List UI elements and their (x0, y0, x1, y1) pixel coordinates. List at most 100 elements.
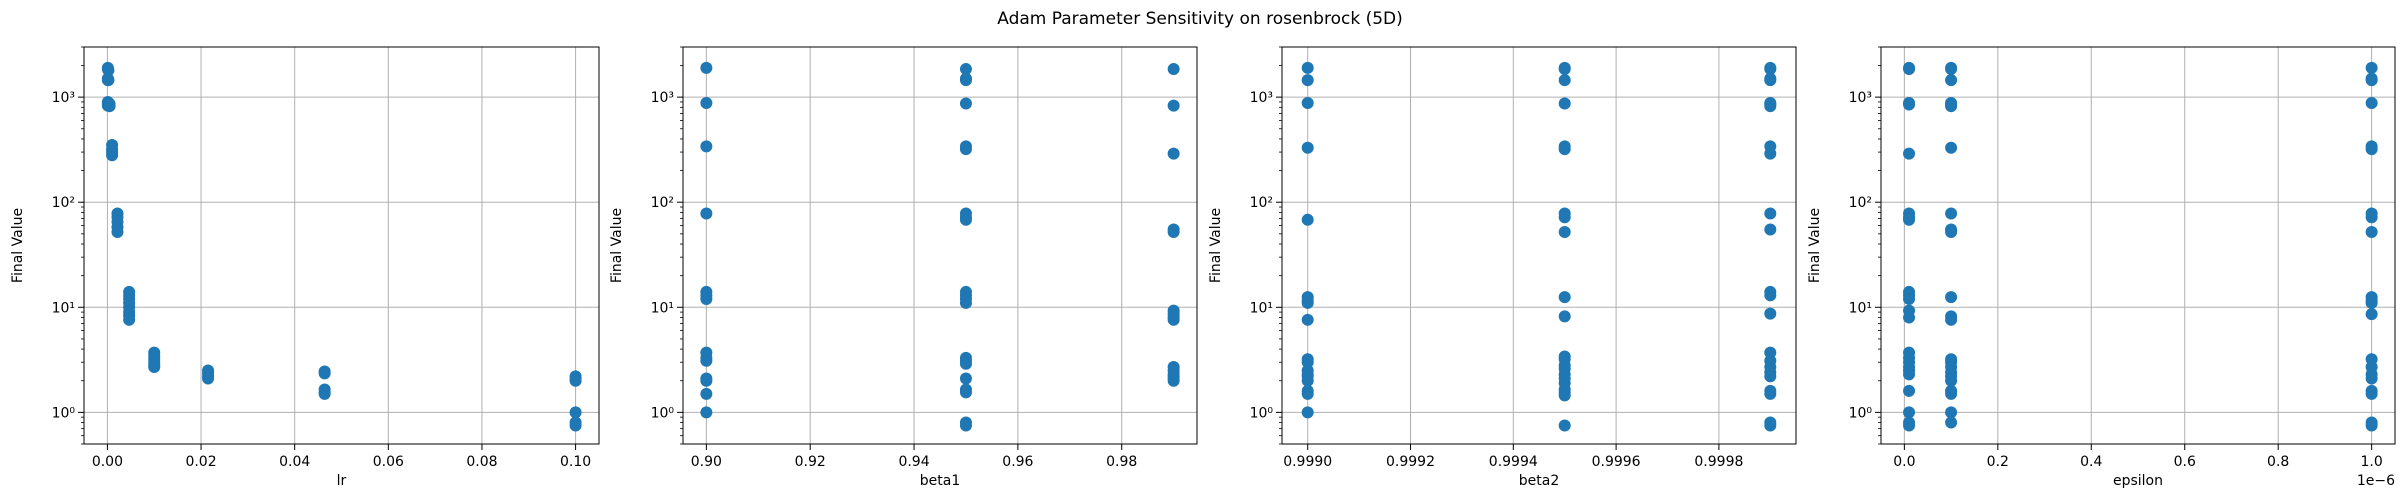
data-point (959, 296, 972, 309)
data-point (103, 100, 116, 113)
y-tick-label: 10⁰ (1250, 405, 1274, 421)
y-axis-label: Final Value (609, 208, 625, 283)
data-point (2365, 143, 2378, 156)
data-point (1903, 311, 1916, 324)
data-point (1945, 291, 1958, 304)
figure-title: Adam Parameter Sensitivity on rosenbrock… (997, 9, 1403, 29)
data-point (1903, 292, 1916, 305)
data-point (1167, 99, 1180, 112)
data-point (2365, 226, 2378, 239)
data-point (1945, 416, 1958, 429)
x-tick-label: 0.4 (2080, 454, 2102, 470)
x-tick-label: 0.98 (1106, 454, 1137, 470)
x-offset-label: 1e−6 (2357, 473, 2395, 489)
data-point (1301, 313, 1314, 326)
y-axis-label: Final Value (1208, 208, 1224, 283)
data-point (1167, 313, 1180, 326)
data-point (1764, 419, 1777, 432)
data-point (700, 374, 713, 387)
data-point (1301, 387, 1314, 400)
data-point (1945, 226, 1958, 239)
data-point (318, 387, 331, 400)
x-tick-label: 0.96 (1002, 454, 1033, 470)
x-tick-label: 0.2 (1987, 454, 2009, 470)
x-tick-label: 0.9998 (1694, 454, 1743, 470)
x-tick-label: 0.90 (691, 454, 722, 470)
y-tick-label: 10¹ (52, 300, 75, 316)
data-point (1167, 374, 1180, 387)
y-tick-label: 10³ (1849, 90, 1872, 106)
data-point (1558, 389, 1571, 402)
data-point (1558, 310, 1571, 323)
axes-frame (682, 46, 1198, 445)
data-point (959, 357, 972, 370)
chart-panel-1: 0.00 0.02 0.04 0.06 0.08 0.10 10⁰ 10¹ 10² 10³ lr Fi… (10, 46, 600, 489)
x-axis-label: lr (337, 473, 347, 489)
y-tick-label: 10² (1849, 195, 1872, 211)
y-tick-label: 10³ (52, 90, 75, 106)
data-point (1558, 211, 1571, 224)
x-tick-label: 0.08 (466, 454, 497, 470)
data-point (2365, 74, 2378, 87)
data-point (959, 419, 972, 432)
data-point (111, 226, 124, 239)
x-axis-label: beta1 (920, 473, 960, 489)
data-point (1764, 289, 1777, 302)
y-axis-label: Final Value (10, 208, 26, 283)
data-point (569, 406, 582, 419)
data-point (1301, 296, 1314, 309)
data-point (700, 354, 713, 367)
y-tick-label: 10¹ (1849, 300, 1872, 316)
data-point (1945, 374, 1958, 387)
data-point (1945, 387, 1958, 400)
data-point (1903, 213, 1916, 226)
x-tick-label: 0.04 (279, 454, 310, 470)
x-tick-label: 0.10 (560, 454, 591, 470)
data-point (1764, 63, 1777, 76)
y-tick-label: 10³ (651, 90, 674, 106)
data-point (1903, 384, 1916, 397)
data-point (569, 419, 582, 432)
data-point (1558, 74, 1571, 87)
chart-panel-4: 0.0 0.2 0.4 0.6 0.8 1.0 10⁰ 10¹ 10² 10³ epsilon Fin… (1807, 46, 2396, 489)
data-point (1301, 374, 1314, 387)
data-point (1301, 74, 1314, 87)
data-point (700, 387, 713, 400)
data-point (1558, 63, 1571, 76)
x-tick-label: 0.9996 (1592, 454, 1641, 470)
data-point (106, 149, 119, 162)
x-tick-label: 0.02 (185, 454, 216, 470)
y-tick-label: 10⁰ (1849, 405, 1873, 421)
data-point (2365, 308, 2378, 321)
data-point (1945, 406, 1958, 419)
data-point (1945, 63, 1958, 76)
x-tick-label: 0.8 (2267, 454, 2289, 470)
data-point (318, 367, 331, 380)
data-point (1764, 147, 1777, 160)
data-point (700, 292, 713, 305)
y-tick-label: 10² (651, 195, 674, 211)
data-point (1903, 406, 1916, 419)
data-point (700, 140, 713, 153)
data-point (1945, 207, 1958, 220)
data-point (1558, 226, 1571, 239)
data-point (1903, 368, 1916, 381)
data-point (1903, 147, 1916, 160)
data-point (1558, 143, 1571, 156)
data-point (959, 386, 972, 399)
data-point (700, 207, 713, 220)
data-point (2365, 96, 2378, 109)
data-point (1167, 147, 1180, 160)
data-point (1301, 61, 1314, 74)
data-point (2365, 61, 2378, 74)
data-point (2365, 211, 2378, 224)
data-point (1945, 141, 1958, 154)
data-point (1945, 74, 1958, 87)
y-tick-label: 10⁰ (52, 405, 76, 421)
y-tick-label: 10¹ (1250, 300, 1273, 316)
data-point (959, 97, 972, 110)
x-tick-label: 0.6 (2174, 454, 2196, 470)
x-axis-label: epsilon (2113, 473, 2163, 489)
y-tick-label: 10⁰ (651, 405, 675, 421)
